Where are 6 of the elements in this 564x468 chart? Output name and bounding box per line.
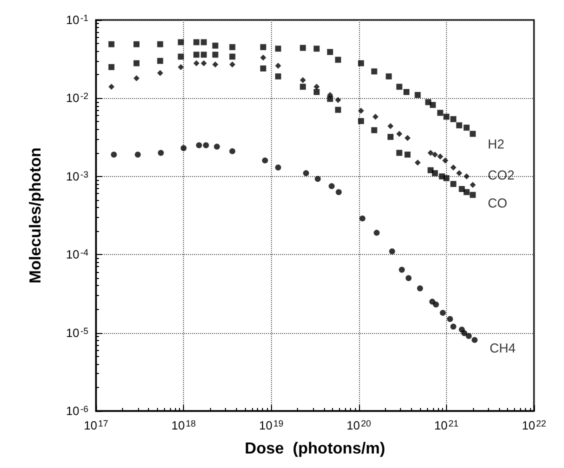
series-label: H2	[488, 136, 504, 152]
series-label: CO	[488, 195, 508, 210]
series-label: CH4	[490, 340, 516, 356]
x-axis-title: Dose (photons/m)	[244, 440, 386, 458]
y-axis-title: Molecules/photon	[28, 148, 44, 284]
series-label: CO2	[488, 167, 515, 182]
